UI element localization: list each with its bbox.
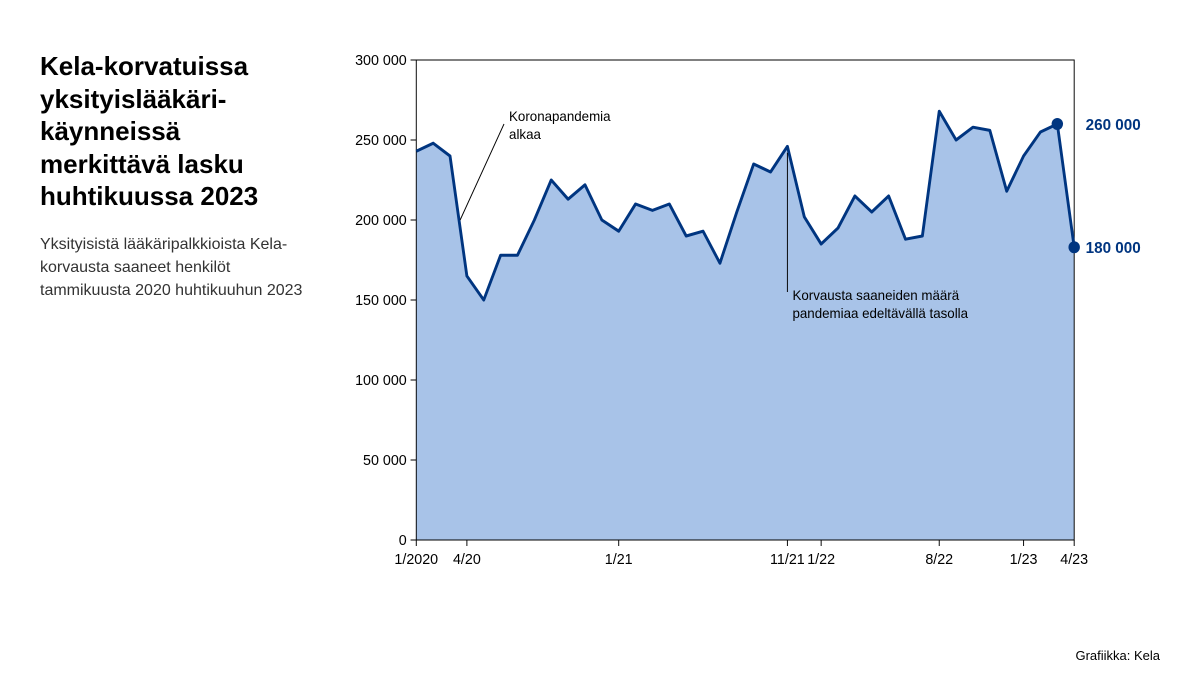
x-tick-label: 11/21 (770, 552, 805, 568)
y-tick-label: 0 (399, 533, 407, 549)
x-tick-label: 1/22 (807, 552, 835, 568)
y-tick-label: 250 000 (355, 133, 407, 149)
y-tick-label: 300 000 (355, 53, 407, 69)
chart-subtitle: Yksityisistä lääkäripalkkioista Kela-kor… (40, 233, 310, 303)
y-tick-label: 100 000 (355, 373, 407, 389)
area-fill (416, 111, 1074, 540)
area-chart: 0 50 000 100 000 150 000 200 000 250 000 300 0… (340, 50, 1160, 590)
x-tick-label: 1/2020 (394, 552, 438, 568)
x-tick-label: 1/23 (1010, 552, 1038, 568)
x-tick-label: 4/20 (453, 552, 481, 568)
credit-text: Grafiikka: Kela (1075, 648, 1160, 663)
annotation-text-pandemia: alkaa (509, 127, 541, 142)
annotation-line-pandemia (460, 124, 504, 220)
x-tick-label: 4/23 (1060, 552, 1088, 568)
x-tick-label: 1/21 (605, 552, 633, 568)
y-tick-label: 50 000 (363, 453, 407, 469)
callout-marker (1068, 241, 1079, 253)
chart-title: Kela-korvatuissa yksityislääkäri-käynnei… (40, 50, 310, 213)
y-tick-label: 200 000 (355, 213, 407, 229)
y-tick-label: 150 000 (355, 293, 407, 309)
callout-marker (1052, 118, 1063, 130)
callout-label: 180 000 (1086, 240, 1141, 257)
callout-label: 260 000 (1086, 117, 1141, 134)
annotation-text-edeltava: Korvausta saaneiden määrä (792, 288, 959, 303)
annotation-text-pandemia: Koronapandemia (509, 109, 611, 124)
annotation-text-edeltava: pandemiaa edeltävällä tasolla (792, 306, 968, 321)
x-tick-label: 8/22 (925, 552, 953, 568)
